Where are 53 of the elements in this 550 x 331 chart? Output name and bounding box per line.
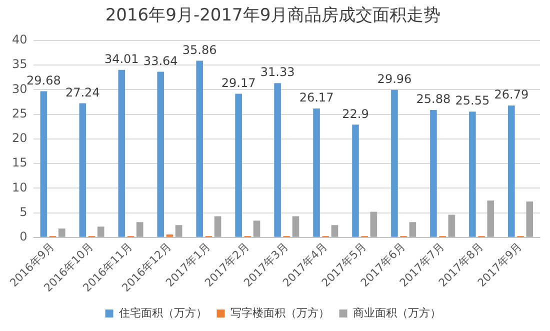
legend-label: 住宅面积（万方）	[118, 306, 207, 320]
bar	[196, 60, 203, 237]
bar	[58, 228, 66, 237]
y-tick-label: 15	[12, 156, 28, 170]
bar	[526, 201, 534, 237]
data-label: 25.88	[416, 92, 451, 106]
bar	[40, 91, 48, 237]
bar	[313, 108, 320, 237]
bar	[118, 70, 126, 237]
data-label: 31.33	[260, 65, 295, 80]
bar	[97, 226, 104, 237]
bar	[487, 200, 494, 237]
y-tick-label: 40	[12, 32, 28, 47]
data-label: 29.17	[221, 76, 256, 90]
bar	[409, 222, 416, 237]
bar	[79, 103, 86, 237]
y-tick-label: 30	[12, 82, 28, 96]
data-label: 34.01	[104, 52, 139, 66]
bar	[292, 216, 300, 237]
bar	[166, 234, 174, 237]
data-label: 26.79	[494, 88, 529, 102]
y-tick-label: 10	[12, 180, 28, 194]
bar	[448, 214, 456, 237]
bar	[136, 222, 144, 237]
bar	[157, 72, 164, 237]
data-label: 27.24	[65, 85, 100, 100]
bar	[352, 124, 359, 237]
data-label: 22.9	[342, 106, 369, 121]
legend-label: 写字楼面积（万方）	[230, 306, 330, 320]
data-label: 25.55	[455, 94, 490, 108]
bar	[469, 112, 476, 237]
y-tick-label: 5	[20, 204, 28, 219]
y-tick-label: 0	[20, 230, 28, 244]
y-tick-label: 35	[12, 57, 28, 72]
bar	[235, 94, 242, 237]
legend-label: 商业面积（万方）	[352, 306, 441, 320]
y-tick-label: 25	[12, 106, 28, 120]
bar	[391, 90, 398, 237]
y-tick-label: 20	[12, 131, 28, 146]
data-label: 35.86	[182, 42, 217, 57]
data-label: 29.96	[377, 72, 412, 86]
chart-title: 2016年9月-2017年9月商品房成交面积走势	[105, 6, 441, 26]
data-label: 29.68	[26, 73, 61, 88]
bar	[508, 105, 515, 237]
bar	[175, 225, 182, 237]
bar	[274, 83, 281, 237]
bar	[253, 220, 260, 237]
bar	[370, 212, 378, 237]
bar	[331, 225, 338, 237]
data-label: 26.17	[299, 90, 334, 105]
bar	[214, 216, 222, 237]
bar	[430, 110, 437, 237]
data-label: 33.64	[143, 54, 178, 68]
